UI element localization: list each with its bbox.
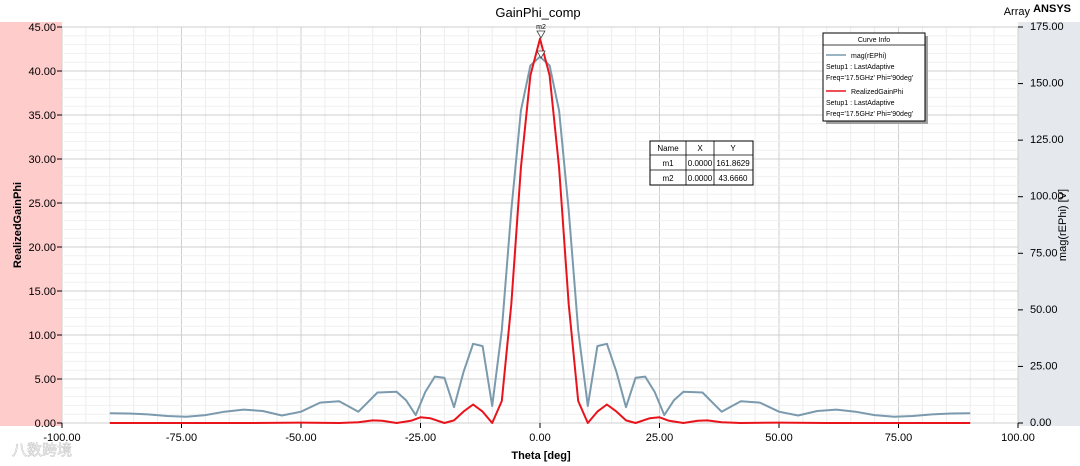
table-header-name: Name	[657, 144, 679, 153]
right-axis-ticks: 0.00 25.00 50.00 75.00 100.00 125.00 150.00 175…	[1018, 21, 1064, 429]
x-tick-label: -50.00	[285, 432, 316, 444]
y-left-tick-label: 45.00	[28, 22, 56, 34]
legend-entry-0-name: mag(rEPhi)	[851, 53, 886, 60]
table-row-m2-x: 0.0000	[688, 174, 713, 183]
y-right-tick-label: 100.00	[1030, 191, 1064, 203]
x-tick-label: -75.00	[166, 432, 197, 444]
x-axis-ticks: -100.00 -75.00 -50.00 -25.00 0.00 25.00 50.00 7…	[43, 423, 1035, 444]
y-right-axis-label: mag(rEPhi) [V]	[1057, 189, 1069, 261]
marker-m1-triangle	[536, 50, 546, 59]
legend-entry-0-line1: Setup1 : LastAdaptive	[826, 64, 895, 71]
legend-title: Curve Info	[858, 37, 890, 44]
y-left-axis-label: RealizedGainPhi	[12, 182, 24, 268]
left-axis-ticks: 0.00 5.00 10.00 15.00 20.00 25.00 30.00 35.00 40…	[28, 22, 62, 430]
marker-m1[interactable]	[536, 50, 546, 59]
marker-m2-label: m2	[536, 24, 546, 31]
y-right-tick-label: 150.00	[1030, 78, 1064, 90]
legend-entry-1-line2: Freq='17.5GHz' Phi='90deg'	[826, 111, 913, 118]
array-label: Array	[1004, 6, 1031, 18]
y-right-tick-label: 25.00	[1030, 360, 1058, 372]
x-tick-label: -25.00	[405, 432, 436, 444]
series-realized-gain-phi-line	[109, 37, 971, 424]
grid	[61, 26, 1019, 424]
table-row-m1-x: 0.0000	[688, 159, 713, 168]
x-tick-label: 25.00	[646, 432, 674, 444]
watermark: 八数跨境	[12, 441, 72, 459]
y-right-tick-label: 50.00	[1030, 304, 1058, 316]
table-row-m1-name: m1	[662, 159, 674, 168]
y-left-tick-label: 35.00	[28, 110, 56, 122]
y-left-tick-label: 10.00	[28, 330, 56, 342]
curve-info-legend[interactable]: Curve Info mag(rEPhi) Setup1 : LastAdapt…	[822, 32, 928, 124]
y-left-tick-label: 20.00	[28, 242, 56, 254]
y-left-tick-label: 5.00	[35, 374, 56, 386]
legend-entry-1-name: RealizedGainPhi	[851, 89, 904, 96]
y-left-tick-label: 15.00	[28, 286, 56, 298]
y-right-tick-label: 75.00	[1030, 247, 1058, 259]
legend-entry-1-line1: Setup1 : LastAdaptive	[826, 100, 895, 107]
left-axis-band	[0, 22, 62, 426]
table-header-y: Y	[730, 144, 736, 153]
ansys-logo: ANSYS	[1033, 3, 1071, 15]
chart-title: GainPhi_comp	[495, 5, 580, 20]
x-tick-label: -100.00	[43, 432, 80, 444]
y-left-tick-label: 30.00	[28, 154, 56, 166]
table-row-m2-y: 43.6660	[719, 174, 748, 183]
right-axis-band	[1018, 22, 1080, 426]
y-left-tick-label: 25.00	[28, 198, 56, 210]
y-right-tick-label: 175.00	[1030, 21, 1064, 33]
y-left-tick-label: 40.00	[28, 66, 56, 78]
marker-m2-triangle	[536, 30, 546, 39]
table-row-m1-y: 161.8629	[716, 159, 750, 168]
x-tick-label: 75.00	[885, 432, 913, 444]
legend-entry-0-line2: Freq='17.5GHz' Phi='90deg'	[826, 75, 913, 82]
x-tick-label: 0.00	[529, 432, 550, 444]
y-right-tick-label: 0.00	[1030, 417, 1051, 429]
y-right-tick-label: 125.00	[1030, 134, 1064, 146]
marker-m2[interactable]: m2	[536, 24, 546, 39]
y-left-tick-label: 0.00	[35, 418, 56, 430]
x-tick-label: 100.00	[1001, 432, 1035, 444]
x-axis-label: Theta [deg]	[511, 450, 571, 462]
x-tick-label: 50.00	[765, 432, 793, 444]
marker-table: Name X Y m1 0.0000 161.8629 m2 0.0000 43…	[649, 140, 754, 186]
table-header-x: X	[697, 144, 703, 153]
table-row-m2-name: m2	[662, 174, 674, 183]
